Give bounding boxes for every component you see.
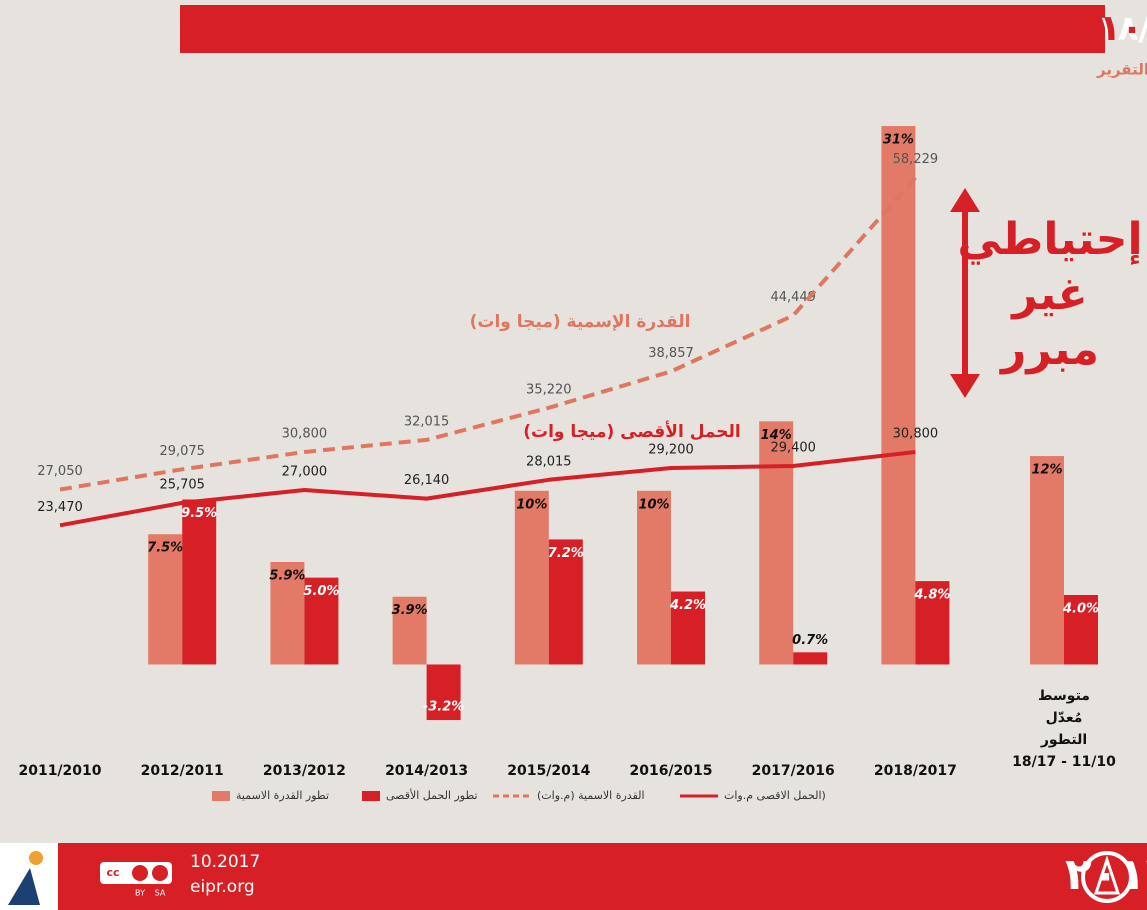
cc-label: SA xyxy=(155,889,166,898)
bar xyxy=(1030,456,1064,665)
cc-label: cc xyxy=(106,866,119,879)
line xyxy=(59,176,917,492)
source: المصادر: أنظر التقرير xyxy=(1096,60,1147,79)
legend-label: الحمل الاقصى م.وات) xyxy=(724,789,826,802)
data-label: 29,200 xyxy=(648,443,694,458)
cc-label: BY xyxy=(135,889,145,898)
annotation: غير xyxy=(1010,269,1087,320)
arrow-head xyxy=(950,374,980,398)
bar xyxy=(671,591,705,665)
line-label: الحمل الأقصى (ميجا وات) xyxy=(523,421,740,442)
x-tick-label: 2013/2012 xyxy=(262,763,346,779)
bar xyxy=(793,652,828,665)
x-tick-label: 2015/2014 xyxy=(507,763,591,779)
data-label: 38,857 xyxy=(648,346,694,361)
data-label: 30,800 xyxy=(893,427,939,442)
bar xyxy=(392,596,427,665)
annotation: مبرر xyxy=(999,324,1099,375)
data-label: 12% xyxy=(1031,463,1062,478)
data-label: 31% xyxy=(883,133,914,148)
legend-label: تطور القدرة الاسمية xyxy=(236,789,329,802)
annotation: إحتياطي xyxy=(957,214,1142,265)
data-label: 7.5% xyxy=(147,541,183,556)
data-label: -3.2% xyxy=(423,700,464,715)
tower-icon xyxy=(1093,855,1121,895)
data-label: 23,470 xyxy=(37,500,83,515)
arrow-head xyxy=(950,188,980,212)
data-label: 7.2% xyxy=(548,546,584,561)
footer-date: 10.2017 xyxy=(190,852,260,872)
tower-icon xyxy=(1081,851,1133,903)
bar xyxy=(881,126,916,665)
title-banner xyxy=(180,5,1105,53)
data-label: 30,800 xyxy=(282,427,328,442)
bar xyxy=(637,490,671,665)
data-label: 3.9% xyxy=(392,603,428,618)
data-label: 4.8% xyxy=(913,588,950,603)
data-label: 27,050 xyxy=(37,464,83,479)
x-tick-label: 2017/2016 xyxy=(751,763,835,779)
data-label: 10% xyxy=(516,497,547,512)
data-label: 9.5% xyxy=(181,506,217,521)
data-label: 35,220 xyxy=(526,382,572,397)
bar xyxy=(270,562,305,665)
x-tick-label: 2018/2017 xyxy=(873,763,957,779)
data-label: 28,015 xyxy=(526,454,572,469)
data-label: 58,229 xyxy=(893,152,939,167)
bar xyxy=(304,577,339,665)
data-label: 25,705 xyxy=(159,477,205,492)
bar xyxy=(182,499,217,665)
bar xyxy=(1064,595,1098,665)
x-tick-label: متوسط مُعدّل التطور 18/17 - 11/10 xyxy=(1012,688,1116,770)
legend-swatch xyxy=(212,791,230,801)
bar xyxy=(915,581,950,665)
bar xyxy=(548,539,583,665)
bar xyxy=(759,421,794,665)
bar xyxy=(514,490,549,665)
data-label: 10% xyxy=(638,497,669,512)
bar xyxy=(148,534,183,665)
legend-label: تطور الحمل الأقصى xyxy=(386,788,478,802)
cc-icon xyxy=(152,865,168,881)
data-label: 32,015 xyxy=(404,414,450,429)
data-label: 0.7% xyxy=(792,633,828,648)
data-label: 4.2% xyxy=(669,598,706,613)
logo xyxy=(8,868,40,905)
logo xyxy=(29,851,43,865)
data-label: 4.0% xyxy=(1062,602,1099,617)
data-label: 5.0% xyxy=(303,584,339,599)
bar xyxy=(426,664,461,721)
data-label: 26,140 xyxy=(404,473,450,488)
data-label: 27,000 xyxy=(282,465,328,480)
cc-icon xyxy=(132,865,148,881)
chart-title: تطور الحمل الأقصى والقدرات الإسمية ١١/١٠… xyxy=(1097,7,1147,49)
line-label: القدرة الإسمية (ميجا وات) xyxy=(470,312,691,332)
x-tick-label: 2011/2010 xyxy=(18,763,102,779)
data-label: 14% xyxy=(761,428,792,443)
x-tick-label: 2014/2013 xyxy=(385,763,469,779)
data-label: 44,449 xyxy=(770,290,816,305)
data-label: 29,400 xyxy=(770,441,816,456)
legend-label: القدرة الاسمية (م.وات) xyxy=(537,789,645,802)
data-label: 29,075 xyxy=(159,444,205,459)
x-tick-label: 2016/2015 xyxy=(629,763,713,779)
line xyxy=(59,450,916,528)
footer-band xyxy=(58,843,1147,910)
x-tick-label: 2012/2011 xyxy=(140,763,224,779)
legend-swatch xyxy=(362,791,380,801)
data-label: 5.9% xyxy=(269,569,305,584)
footer-site: eipr.org xyxy=(190,877,255,897)
title-number: ١٠ xyxy=(1099,8,1143,49)
